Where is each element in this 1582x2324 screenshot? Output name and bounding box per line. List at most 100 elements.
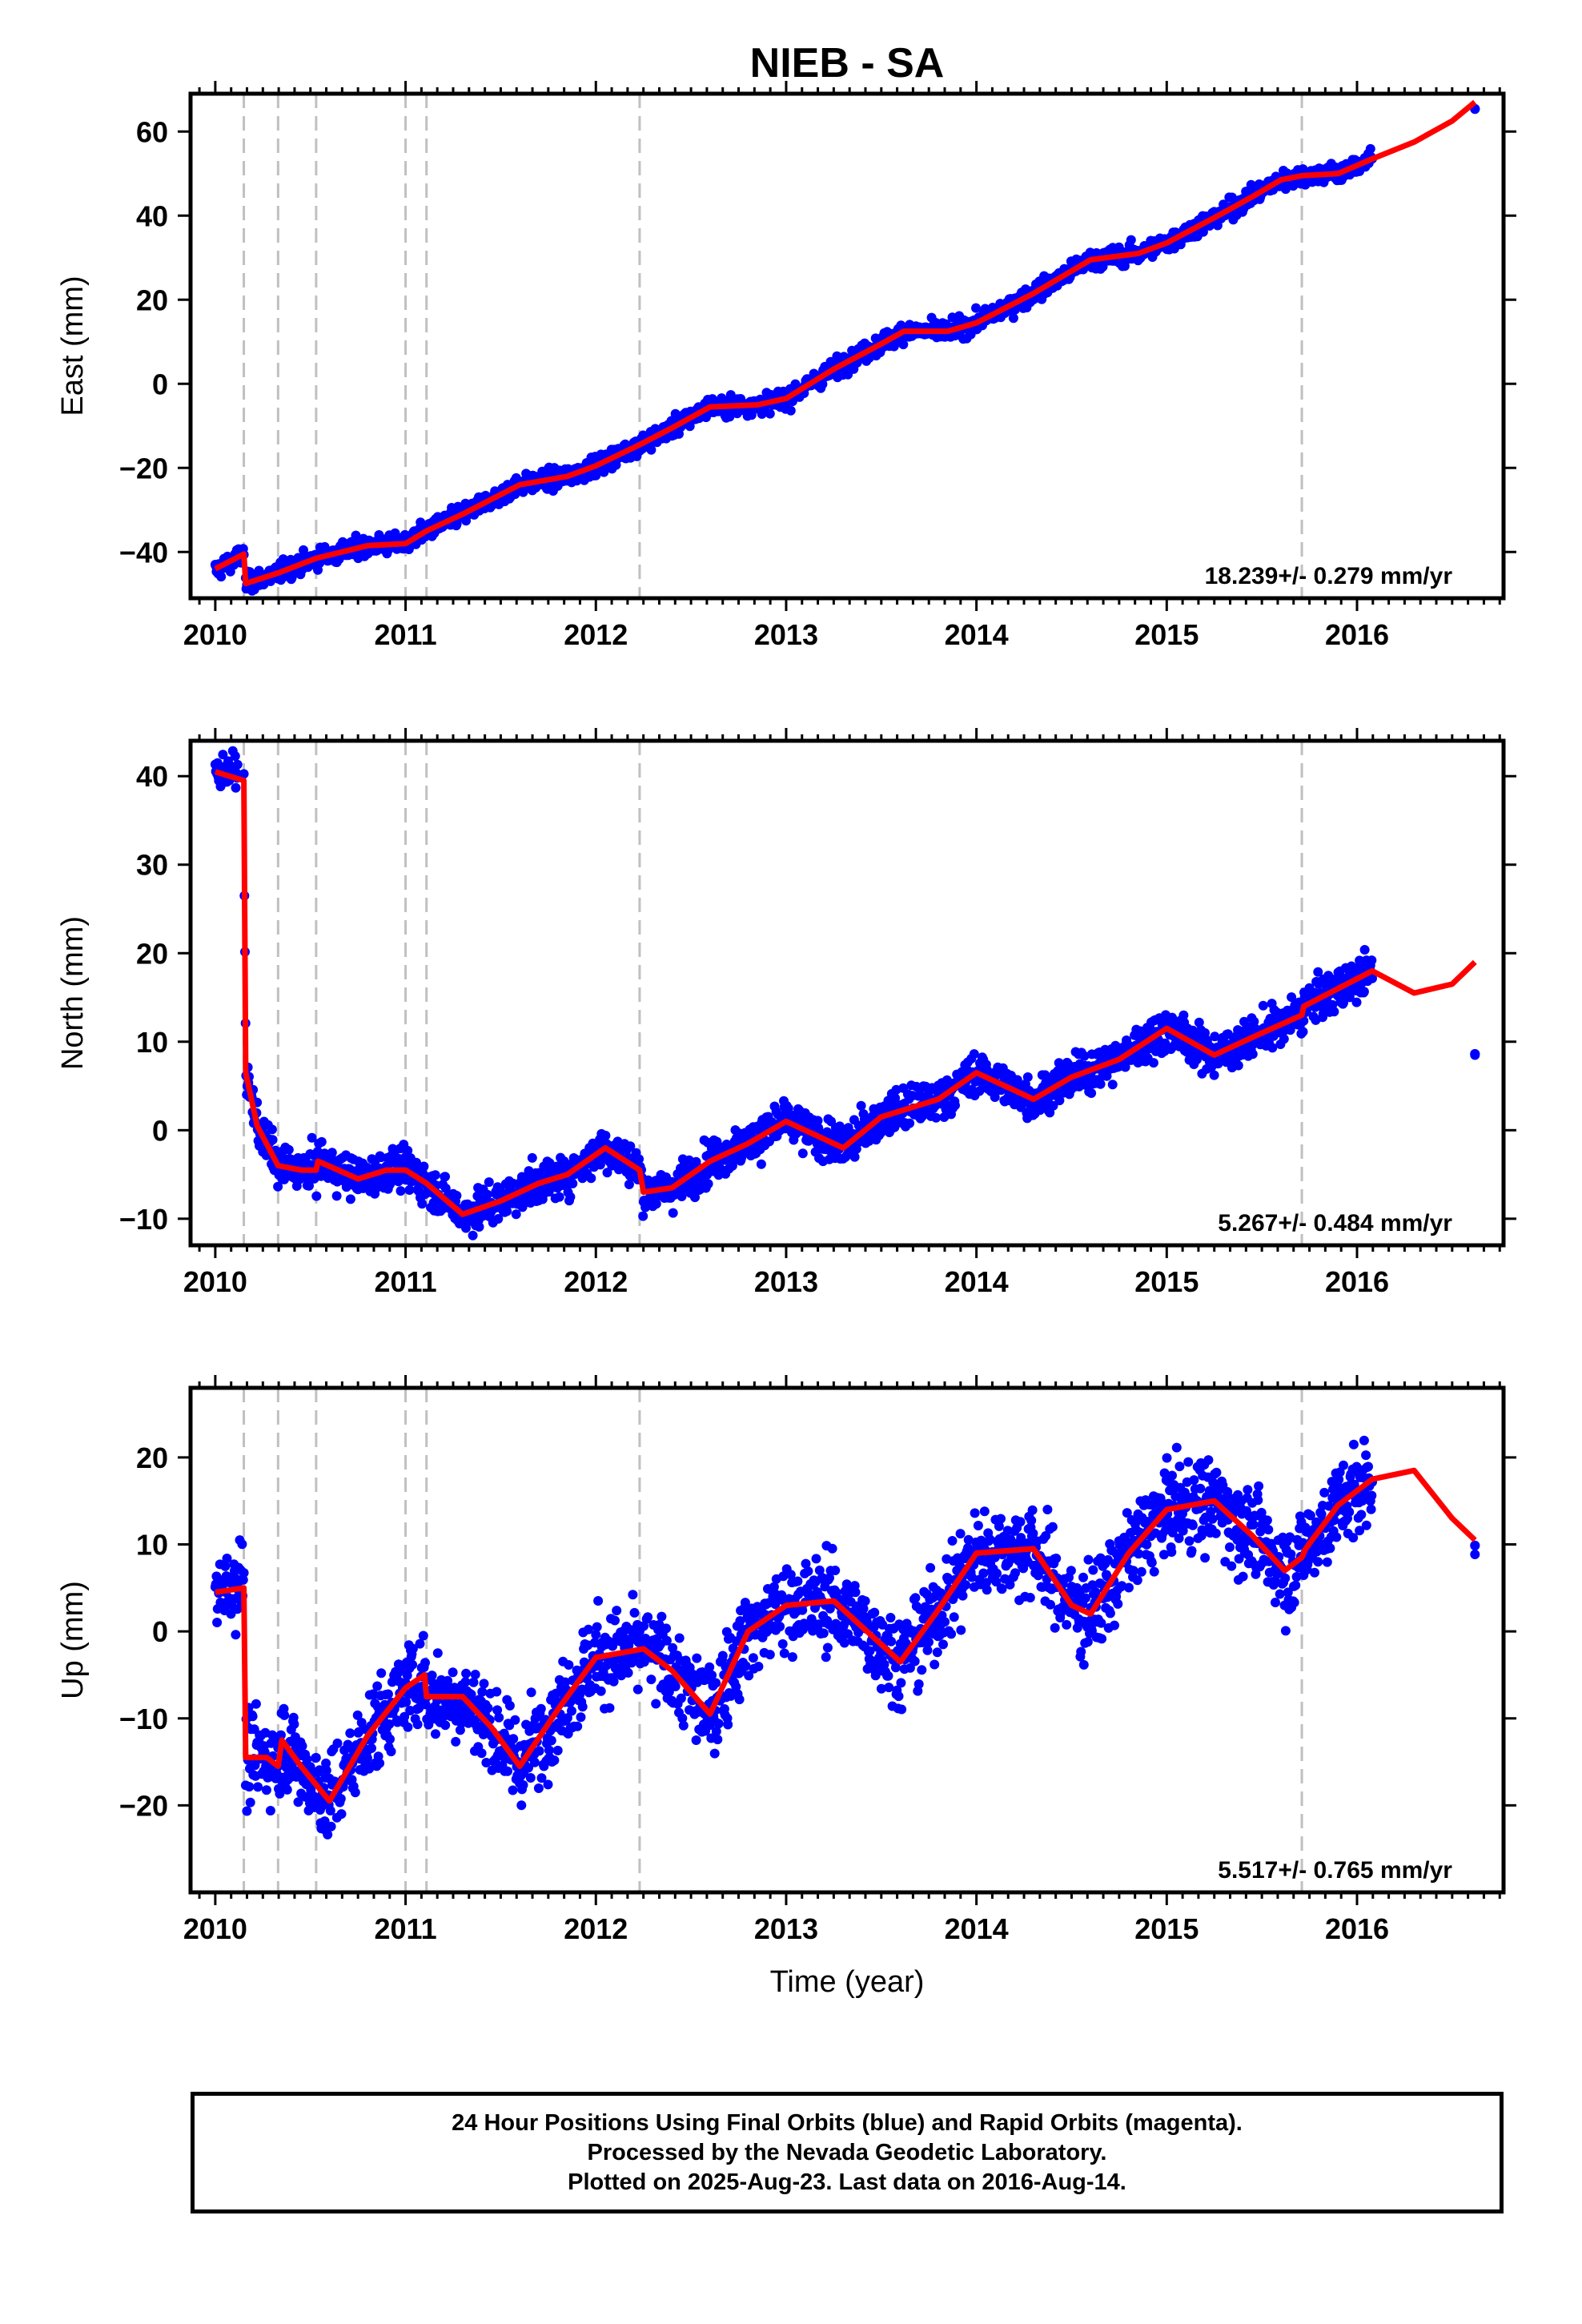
data-point — [319, 1816, 330, 1827]
data-point — [1167, 1012, 1177, 1023]
data-point — [1054, 1058, 1064, 1068]
data-point — [420, 1658, 430, 1668]
data-point — [404, 1185, 415, 1195]
data-point — [352, 1710, 363, 1720]
data-point — [430, 1170, 440, 1180]
up-panel: 2010 2011 2012 2013 2014 2015 2016−20−1001020U… — [56, 1375, 1516, 1945]
x-tick-label: 2015 — [1134, 1265, 1199, 1298]
data-points — [210, 746, 1480, 1240]
data-point — [383, 1689, 393, 1699]
data-point — [384, 1719, 395, 1729]
data-point — [440, 1183, 451, 1193]
data-point — [461, 1223, 471, 1233]
data-point — [247, 1711, 258, 1722]
data-point — [516, 1800, 527, 1811]
x-tick-label: 2016 — [1325, 1265, 1389, 1298]
data-points — [210, 1435, 1480, 1839]
data-point — [297, 1741, 307, 1751]
data-point — [275, 1730, 286, 1740]
data-point — [1022, 1072, 1033, 1082]
x-tick-label: 2013 — [754, 1265, 818, 1298]
y-tick-label: 20 — [136, 283, 168, 316]
data-point — [638, 1211, 648, 1221]
data-point — [326, 1821, 336, 1831]
data-point — [283, 1144, 294, 1155]
velocity-rate-label: 18.239+/- 0.279 mm/yr — [1205, 563, 1453, 589]
data-point — [432, 1648, 443, 1659]
data-point — [503, 1766, 512, 1776]
data-point — [668, 1208, 678, 1218]
data-point — [1126, 235, 1136, 245]
data-point — [526, 1687, 536, 1698]
data-point — [386, 1747, 396, 1757]
data-point — [403, 1722, 413, 1732]
data-point — [534, 1746, 544, 1756]
data-point — [1095, 1079, 1106, 1089]
data-point — [544, 1187, 554, 1197]
data-point — [797, 1148, 808, 1159]
y-tick-label: −40 — [119, 536, 168, 569]
data-point — [474, 1222, 484, 1232]
data-point — [527, 1152, 537, 1163]
data-point — [289, 1719, 299, 1729]
data-point — [304, 1180, 314, 1191]
data-point — [785, 405, 796, 416]
x-tick-label: 2016 — [1325, 618, 1389, 651]
data-point — [524, 1763, 533, 1773]
data-point — [245, 1797, 255, 1807]
chart-title: NIEB - SA — [750, 40, 945, 86]
data-point — [372, 1681, 383, 1691]
data-point — [1258, 1000, 1268, 1011]
data-point — [624, 1180, 634, 1189]
data-point — [703, 1179, 713, 1189]
data-point — [969, 1049, 979, 1059]
data-point — [599, 467, 609, 477]
data-point — [1279, 1034, 1289, 1044]
data-point — [345, 1728, 355, 1739]
data-point — [321, 1758, 331, 1768]
data-point — [400, 1711, 410, 1722]
y-tick-label: 0 — [152, 368, 168, 400]
x-tick-label: 2012 — [564, 618, 628, 651]
data-point — [1209, 1070, 1219, 1080]
data-point — [536, 1773, 547, 1783]
data-point — [222, 1554, 232, 1563]
data-point — [1178, 1010, 1189, 1020]
data-point — [813, 1116, 823, 1126]
data-point — [1367, 955, 1377, 966]
data-point — [332, 1738, 343, 1748]
data-point — [232, 759, 243, 770]
data-point — [554, 1192, 564, 1202]
data-point — [367, 1743, 376, 1753]
data-point — [646, 444, 656, 455]
data-point — [685, 421, 695, 432]
data-point — [230, 751, 240, 762]
data-point — [316, 1136, 327, 1147]
data-point — [265, 1806, 275, 1815]
data-point — [625, 1141, 636, 1152]
data-point — [364, 1763, 375, 1774]
data-point — [479, 1679, 489, 1689]
data-point — [335, 1794, 346, 1804]
data-point — [448, 1667, 458, 1678]
data-point — [971, 303, 981, 313]
data-point — [1470, 1049, 1480, 1059]
y-tick-label: −10 — [119, 1203, 168, 1236]
data-point — [418, 1630, 428, 1641]
data-point — [1054, 1096, 1065, 1106]
data-point — [746, 410, 757, 420]
data-point — [1194, 1017, 1204, 1027]
x-tick-label: 2011 — [375, 618, 437, 651]
plot-frame — [188, 738, 1506, 1248]
data-point — [282, 1784, 292, 1795]
data-point — [677, 1192, 687, 1201]
data-point — [483, 1703, 493, 1713]
data-point — [451, 1736, 461, 1747]
data-point — [586, 1173, 596, 1184]
data-point — [1086, 1088, 1097, 1098]
data-point — [461, 1668, 472, 1679]
data-point — [403, 1145, 413, 1156]
data-point — [468, 1677, 479, 1687]
data-point — [484, 1177, 494, 1188]
data-point — [849, 1152, 860, 1162]
